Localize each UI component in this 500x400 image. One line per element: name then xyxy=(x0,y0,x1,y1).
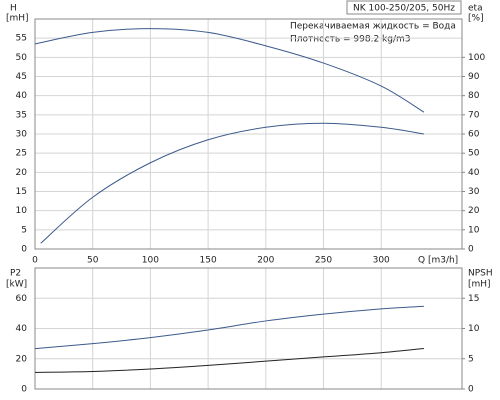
y-tick-label: 55 xyxy=(16,34,27,44)
x-tick-label: 100 xyxy=(142,256,159,266)
y2-tick-label: 0 xyxy=(468,245,474,255)
y-tick-label: 5 xyxy=(21,225,27,235)
annotation: Перекачиваемая жидкость = Вода xyxy=(290,22,456,32)
y2-tick-label: 0 xyxy=(468,385,474,395)
y2-tick-label: 30 xyxy=(468,187,480,197)
curve xyxy=(34,347,424,373)
plot-frame xyxy=(34,18,463,250)
y2-tick-label: 90 xyxy=(468,72,480,82)
y2-tick-label: 5 xyxy=(468,354,474,364)
x-tick-label: 300 xyxy=(373,256,390,266)
y2-tick-label: 10 xyxy=(468,324,480,334)
y2-tick-label: 15 xyxy=(468,294,479,304)
y2-tick-label: 70 xyxy=(468,110,480,120)
y2-tick-label: 100 xyxy=(468,53,485,63)
y-tick-label: 35 xyxy=(16,110,27,120)
y2-tick-label: 60 xyxy=(468,130,480,140)
curve xyxy=(40,122,424,244)
y2-axis-unit: [mH] xyxy=(468,280,491,290)
y-tick-label: 20 xyxy=(16,354,28,364)
y-tick-label: 40 xyxy=(16,324,28,334)
curve xyxy=(34,28,425,113)
y-axis-unit: [mH] xyxy=(6,14,29,24)
plot-frame xyxy=(34,267,463,390)
y-tick-label: 60 xyxy=(16,294,28,304)
y-tick-label: 15 xyxy=(16,187,27,197)
x-tick-label: 250 xyxy=(315,256,332,266)
y2-axis-label: eta xyxy=(468,4,483,14)
curve xyxy=(34,305,424,350)
x-tick-label: 0 xyxy=(32,256,38,266)
y-tick-label: 30 xyxy=(16,130,28,140)
box-label: NK 100-250/205, 50Hz xyxy=(353,4,455,14)
y-tick-label: 25 xyxy=(16,149,27,159)
y-tick-label: 0 xyxy=(21,245,27,255)
y-axis-label: P2 xyxy=(10,269,21,279)
y2-tick-label: 80 xyxy=(468,91,480,101)
y2-tick-label: 20 xyxy=(468,206,480,216)
y2-tick-label: 50 xyxy=(468,149,480,159)
y-tick-label: 50 xyxy=(16,53,28,63)
x-axis-label: Q [m3/h] xyxy=(418,256,458,266)
x-tick-label: 50 xyxy=(87,256,99,266)
annotation: Плотность = 998.2 kg/m3 xyxy=(290,35,411,45)
y-axis-unit: [kW] xyxy=(6,280,27,290)
y-tick-label: 40 xyxy=(16,91,28,101)
y2-axis-label: NPSH xyxy=(468,269,493,279)
y-axis-label: H xyxy=(10,4,17,14)
y-tick-label: 0 xyxy=(21,385,27,395)
info-box xyxy=(346,0,462,15)
x-tick-label: 200 xyxy=(257,256,274,266)
y-tick-label: 10 xyxy=(16,206,28,216)
x-tick-label: 150 xyxy=(200,256,217,266)
y2-axis-unit: [%] xyxy=(468,14,484,24)
y-tick-label: 45 xyxy=(16,72,27,82)
y2-tick-label: 40 xyxy=(468,168,480,178)
y2-tick-label: 10 xyxy=(468,225,480,235)
y-tick-label: 20 xyxy=(16,168,28,178)
